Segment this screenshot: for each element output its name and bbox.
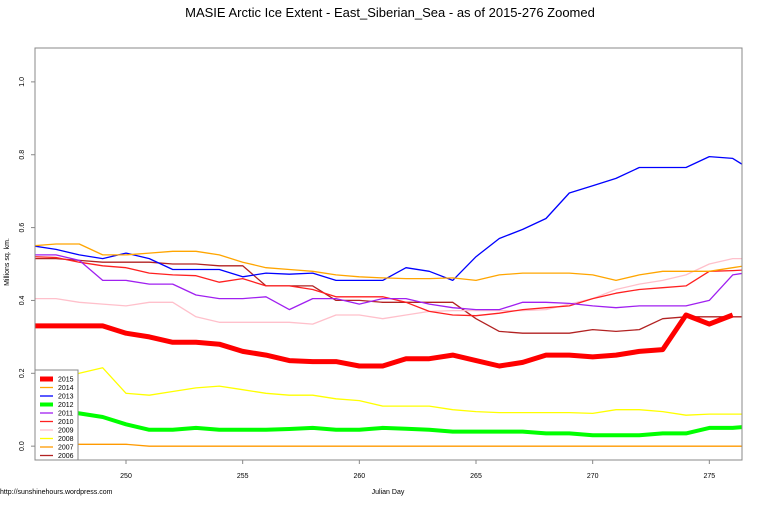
legend-label-2008: 2008: [58, 436, 74, 443]
series-line-2014: [35, 243, 742, 282]
x-tick-label: 250: [120, 473, 132, 480]
legend-label-2014: 2014: [58, 385, 74, 392]
credit-text: http://sunshinehours.wordpress.com: [0, 489, 113, 496]
x-tick-label: 255: [237, 473, 249, 480]
x-tick-label: 265: [470, 473, 482, 480]
y-tick-label: 0.4: [19, 295, 26, 305]
legend-label-2010: 2010: [58, 419, 74, 426]
series-line-2015: [35, 312, 734, 369]
legend-label-2009: 2009: [58, 428, 74, 435]
y-axis-label: Millions sq. km.: [4, 238, 11, 286]
series-line-2013: [35, 155, 742, 282]
y-tick-label: 0.2: [19, 368, 26, 378]
x-axis-label: Julian Day: [372, 489, 405, 496]
x-tick-label: 275: [703, 473, 715, 480]
y-tick-label: 0.8: [19, 150, 26, 160]
legend-label-2013: 2013: [58, 394, 74, 401]
legend-label-2007: 2007: [58, 445, 74, 452]
x-tick-label: 260: [353, 473, 365, 480]
y-tick-label: 0.6: [19, 223, 26, 233]
legend-label-2012: 2012: [58, 402, 74, 409]
series-line-2011: [35, 254, 742, 311]
series-line-2007: [35, 443, 742, 447]
y-axis: 0.0 0.2 0.4 0.6 0.8 1.0: [19, 77, 35, 451]
legend-label-2006: 2006: [58, 453, 74, 460]
series-line-2006: [35, 257, 742, 334]
series-line-2010: [35, 256, 742, 317]
series-line-2009: [35, 257, 742, 325]
y-tick-label: 0.0: [19, 441, 26, 451]
y-tick-label: 1.0: [19, 77, 26, 87]
x-tick-label: 270: [587, 473, 599, 480]
series-line-2008: [35, 367, 742, 416]
series-line-2012: [35, 402, 742, 438]
legend-label-2011: 2011: [58, 411, 73, 418]
legend-label-2015: 2015: [58, 377, 74, 384]
chart-title: MASIE Arctic Ice Extent - East_Siberian_…: [185, 5, 595, 20]
legend-box: [34, 369, 79, 461]
plot-frame: [34, 47, 743, 461]
x-axis: 250 255 260 265 270 275: [120, 460, 715, 480]
series-layer: [35, 155, 742, 447]
